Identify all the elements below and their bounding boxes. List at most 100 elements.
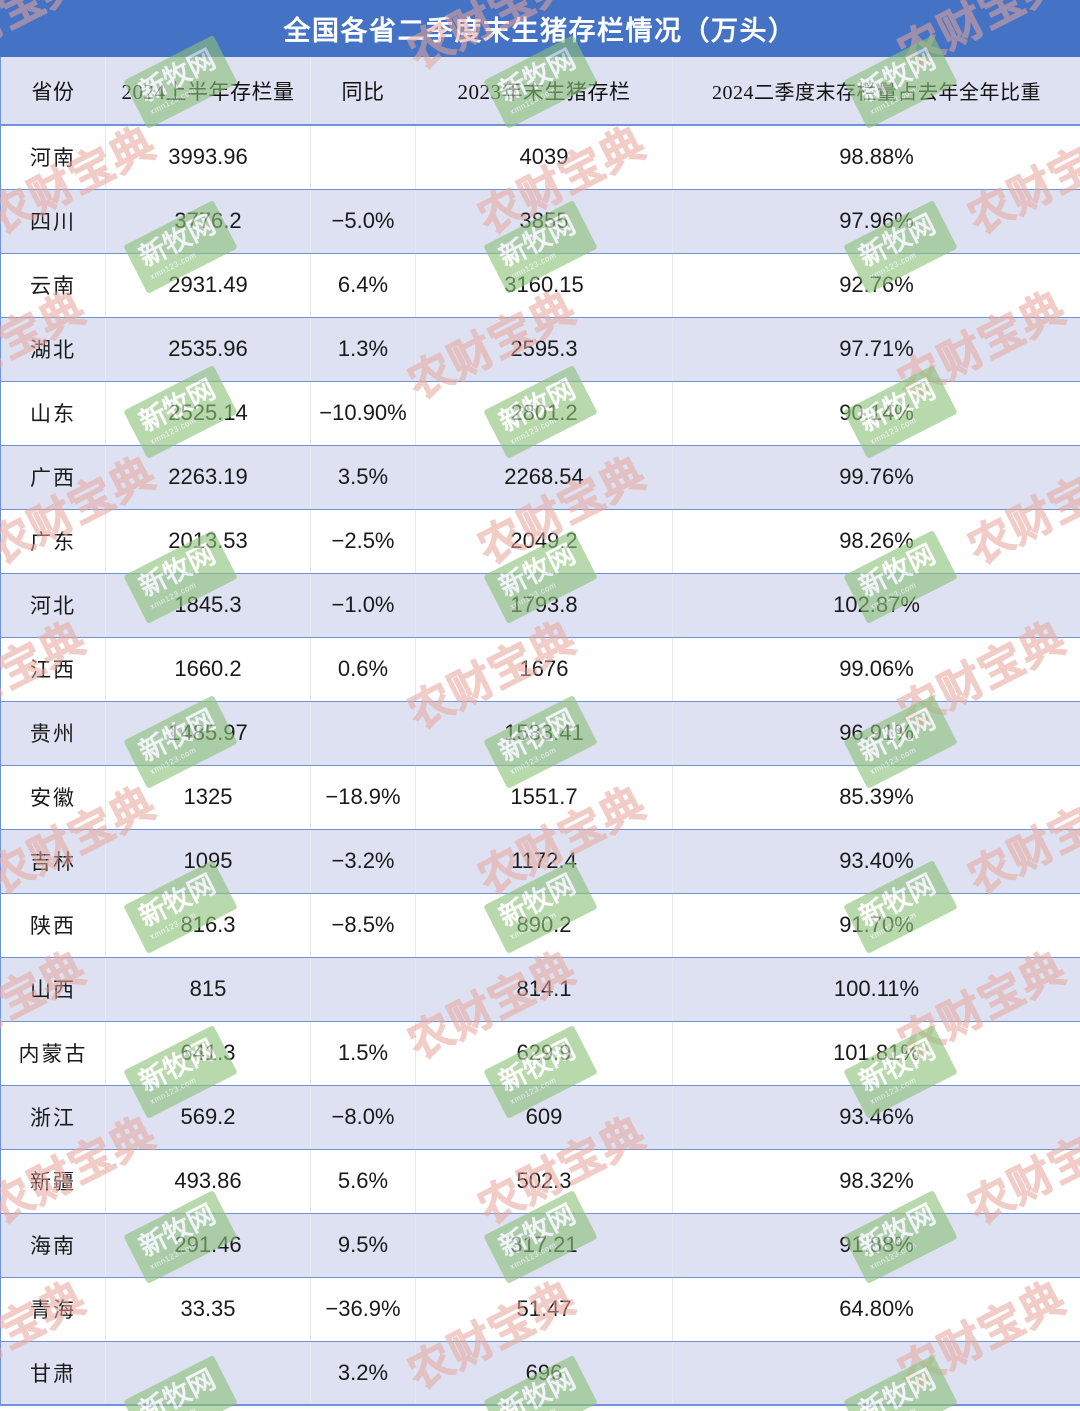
cell-h1-2024: 3993.96	[105, 124, 311, 190]
cell-province: 内蒙古	[0, 1020, 106, 1086]
table-row: 新疆 493.86 5.6% 502.3 98.32%	[0, 1148, 1080, 1214]
cell-h1-2024: 815	[105, 956, 311, 1022]
cell-yoy	[310, 700, 416, 766]
cell-end-2023: 1172.4	[415, 828, 673, 894]
cell-h1-2024: 2263.19	[105, 444, 311, 510]
column-header-province: 省份	[0, 57, 106, 126]
cell-h1-2024: 569.2	[105, 1084, 311, 1150]
table-body: 河南 3993.96 4039 98.88% 四川 3776.2 −5.0% 3855 97.9…	[0, 124, 1080, 1406]
cell-province: 河北	[0, 572, 106, 638]
cell-share: 98.26%	[672, 508, 1080, 574]
cell-province: 山西	[0, 956, 106, 1022]
cell-end-2023: 1551.7	[415, 764, 673, 830]
cell-end-2023: 2801.2	[415, 380, 673, 446]
cell-province: 甘肃	[0, 1340, 106, 1406]
table-row: 内蒙古 641.3 1.5% 629.9 101.81%	[0, 1020, 1080, 1086]
cell-end-2023: 609	[415, 1084, 673, 1150]
cell-end-2023: 890.2	[415, 892, 673, 958]
cell-h1-2024: 3776.2	[105, 188, 311, 254]
cell-yoy: −8.0%	[310, 1084, 416, 1150]
table-row: 湖北 2535.96 1.3% 2595.3 97.71%	[0, 316, 1080, 382]
cell-province: 浙江	[0, 1084, 106, 1150]
cell-province: 安徽	[0, 764, 106, 830]
cell-h1-2024: 1325	[105, 764, 311, 830]
table-row: 贵州 1485.97 1533.41 96.91%	[0, 700, 1080, 766]
table-row: 安徽 1325 −18.9% 1551.7 85.39%	[0, 764, 1080, 830]
cell-end-2023: 814.1	[415, 956, 673, 1022]
column-header-h1-2024: 2024上半年存栏量	[105, 57, 311, 126]
cell-province: 海南	[0, 1212, 106, 1278]
cell-share: 101.81%	[672, 1020, 1080, 1086]
table-row: 山西 815 814.1 100.11%	[0, 956, 1080, 1022]
cell-end-2023: 696	[415, 1340, 673, 1406]
cell-share: 99.76%	[672, 444, 1080, 510]
table-row: 青海 33.35 −36.9% 51.47 64.80%	[0, 1276, 1080, 1342]
cell-share: 96.91%	[672, 700, 1080, 766]
cell-share: 97.96%	[672, 188, 1080, 254]
cell-yoy: −3.2%	[310, 828, 416, 894]
cell-province: 山东	[0, 380, 106, 446]
cell-end-2023: 51.47	[415, 1276, 673, 1342]
cell-yoy: 6.4%	[310, 252, 416, 318]
table-row: 河北 1845.3 −1.0% 1793.8 102.87%	[0, 572, 1080, 638]
cell-share: 92.76%	[672, 252, 1080, 318]
cell-yoy: −2.5%	[310, 508, 416, 574]
table-row: 海南 291.46 9.5% 317.21 91.88%	[0, 1212, 1080, 1278]
cell-province: 新疆	[0, 1148, 106, 1214]
cell-yoy	[310, 124, 416, 190]
pig-inventory-table: 省份 2024上半年存栏量 同比 2023年末生猪存栏 2024二季度末存栏量占…	[0, 57, 1080, 1406]
cell-share: 93.40%	[672, 828, 1080, 894]
cell-yoy: −8.5%	[310, 892, 416, 958]
cell-province: 河南	[0, 124, 106, 190]
cell-share	[672, 1340, 1080, 1406]
cell-end-2023: 2595.3	[415, 316, 673, 382]
cell-yoy: 5.6%	[310, 1148, 416, 1214]
cell-share: 102.87%	[672, 572, 1080, 638]
cell-yoy: −5.0%	[310, 188, 416, 254]
cell-yoy: −1.0%	[310, 572, 416, 638]
cell-h1-2024: 1660.2	[105, 636, 311, 702]
cell-province: 广东	[0, 508, 106, 574]
cell-yoy: 0.6%	[310, 636, 416, 702]
cell-share: 99.06%	[672, 636, 1080, 702]
cell-end-2023: 4039	[415, 124, 673, 190]
cell-end-2023: 1533.41	[415, 700, 673, 766]
table-header-row: 省份 2024上半年存栏量 同比 2023年末生猪存栏 2024二季度末存栏量占…	[0, 57, 1080, 126]
cell-province: 吉林	[0, 828, 106, 894]
table-title-bar: 全国各省二季度末生猪存栏情况（万头）	[0, 0, 1080, 59]
cell-yoy: 1.3%	[310, 316, 416, 382]
cell-yoy: 1.5%	[310, 1020, 416, 1086]
cell-province: 湖北	[0, 316, 106, 382]
cell-share: 97.71%	[672, 316, 1080, 382]
cell-h1-2024: 1095	[105, 828, 311, 894]
table-row: 云南 2931.49 6.4% 3160.15 92.76%	[0, 252, 1080, 318]
cell-share: 90.14%	[672, 380, 1080, 446]
cell-yoy: −10.90%	[310, 380, 416, 446]
table-row: 江西 1660.2 0.6% 1676 99.06%	[0, 636, 1080, 702]
table-row: 浙江 569.2 −8.0% 609 93.46%	[0, 1084, 1080, 1150]
cell-province: 青海	[0, 1276, 106, 1342]
cell-h1-2024: 816.3	[105, 892, 311, 958]
cell-end-2023: 1676	[415, 636, 673, 702]
cell-h1-2024: 2525.14	[105, 380, 311, 446]
cell-h1-2024: 291.46	[105, 1212, 311, 1278]
page-title: 全国各省二季度末生猪存栏情况（万头）	[283, 16, 797, 46]
cell-end-2023: 317.21	[415, 1212, 673, 1278]
cell-yoy: −18.9%	[310, 764, 416, 830]
cell-h1-2024: 2013.53	[105, 508, 311, 574]
cell-h1-2024: 2931.49	[105, 252, 311, 318]
cell-share: 85.39%	[672, 764, 1080, 830]
cell-yoy: −36.9%	[310, 1276, 416, 1342]
cell-end-2023: 2268.54	[415, 444, 673, 510]
table-row: 山东 2525.14 −10.90% 2801.2 90.14%	[0, 380, 1080, 446]
cell-end-2023: 1793.8	[415, 572, 673, 638]
cell-share: 98.32%	[672, 1148, 1080, 1214]
cell-end-2023: 629.9	[415, 1020, 673, 1086]
cell-province: 四川	[0, 188, 106, 254]
cell-province: 云南	[0, 252, 106, 318]
cell-share: 91.88%	[672, 1212, 1080, 1278]
cell-yoy: 9.5%	[310, 1212, 416, 1278]
cell-h1-2024: 2535.96	[105, 316, 311, 382]
cell-yoy: 3.2%	[310, 1340, 416, 1406]
